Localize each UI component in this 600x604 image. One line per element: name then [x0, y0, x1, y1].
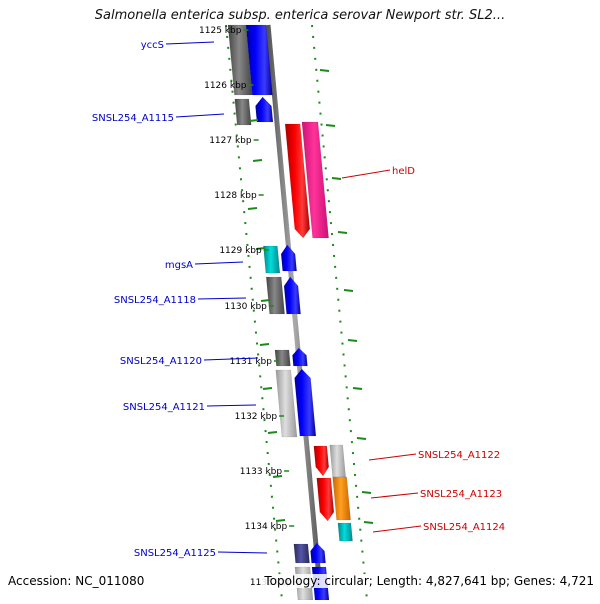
tick-label: 1132 kbp [235, 412, 278, 422]
label-layer: yccS SNSL254_A1115 mgsA SNSL254_A1118 SNSL25… [92, 40, 505, 559]
feature-pink-helD [301, 121, 329, 239]
gc-dash [272, 475, 283, 478]
feature-red-helD [284, 123, 311, 239]
gc-dash [343, 289, 354, 292]
feature-orange-1123 [332, 476, 351, 521]
gene-leader-line [341, 169, 391, 179]
feature-cyan-1124 [337, 522, 353, 542]
tick-label: 1130 kbp [224, 302, 267, 312]
gc-dash [337, 231, 348, 234]
gc-dash [252, 159, 263, 162]
feature-blue-2 [255, 96, 274, 123]
feature-light-1122 [329, 444, 346, 478]
gc-dash [247, 207, 258, 210]
feature-blue-1121 [294, 368, 317, 437]
gene-label[interactable]: helD [392, 166, 415, 177]
gc-dash [319, 69, 330, 72]
gene-label[interactable]: mgsA [165, 260, 193, 271]
feature-blue-1 [245, 24, 273, 96]
gene-leader-line [370, 492, 419, 499]
genome-title: Salmonella enterica subsp. enterica sero… [94, 8, 506, 23]
gc-dash [259, 343, 270, 346]
topology-text: Topology: circular; Length: 4,827,641 bp… [262, 574, 594, 588]
gene-label[interactable]: SNSL254_A1122 [418, 450, 500, 461]
feature-blue-1118 [283, 276, 301, 315]
gene-leader-line [206, 404, 257, 407]
feature-gray-2 [234, 98, 252, 126]
feature-gray-1120 [274, 349, 291, 367]
feature-light-1121 [275, 369, 298, 438]
feature-red-1122 [313, 445, 329, 477]
gene-label[interactable]: SNSL254_A1115 [92, 113, 174, 124]
gc-dash [361, 491, 372, 494]
tick-label: 1126 kbp [204, 81, 247, 91]
tick-label: 1128 kbp [214, 191, 257, 201]
feature-blue-1125 [310, 542, 326, 564]
accession-text: Accession: NC_011080 [8, 574, 145, 588]
gc-dash [275, 519, 286, 522]
gc-dash [356, 437, 367, 440]
gc-dash [255, 247, 266, 250]
tick-label: 1133 kbp [240, 467, 283, 477]
gene-label[interactable]: SNSL254_A1125 [134, 548, 216, 559]
gc-dash [325, 124, 336, 127]
gc-dash [363, 521, 374, 524]
feature-purple-1125 [293, 543, 310, 564]
gene-label[interactable]: SNSL254_A1121 [123, 402, 205, 413]
gene-label[interactable]: SNSL254_A1124 [423, 522, 505, 533]
feature-gray-1118 [265, 276, 285, 315]
gc-dash [267, 431, 278, 434]
gene-label[interactable]: SNSL254_A1120 [120, 356, 202, 367]
gene-leader-line [368, 453, 417, 461]
gc-dash [262, 387, 273, 390]
gc-dash [248, 119, 259, 122]
feature-blue-mgsA [280, 244, 297, 272]
gene-leader-line [197, 297, 247, 300]
tick-label: 1129 kbp [219, 246, 262, 256]
gene-label[interactable]: SNSL254_A1123 [420, 489, 502, 500]
tick-label: 1134 kbp [245, 522, 288, 532]
gc-dash [347, 339, 358, 342]
feature-layer [227, 24, 374, 601]
feature-cyan-mgsA [263, 245, 281, 274]
tick-label: 1127 kbp [209, 136, 252, 146]
gene-leader-line [203, 357, 259, 361]
tick-layer: 1125 kbp 1126 kbp 1127 kbp 1128 kbp 1129 kbp… [199, 26, 300, 588]
tick-label: 1125 kbp [199, 26, 242, 36]
gene-leader-line [165, 41, 215, 45]
gc-dash [260, 299, 271, 302]
gene-leader-line [217, 551, 268, 554]
tick-label: 1131 kbp [230, 357, 273, 367]
gc-dash [352, 387, 363, 390]
gene-label[interactable]: SNSL254_A1118 [114, 295, 196, 306]
gene-leader-line [372, 525, 422, 533]
gc-dash [331, 177, 342, 180]
gene-leader-line [194, 261, 244, 265]
gene-leader-line [175, 113, 225, 118]
gene-label[interactable]: yccS [141, 40, 164, 51]
feature-red-1123 [316, 477, 335, 522]
feature-blue-1120 [292, 347, 308, 367]
